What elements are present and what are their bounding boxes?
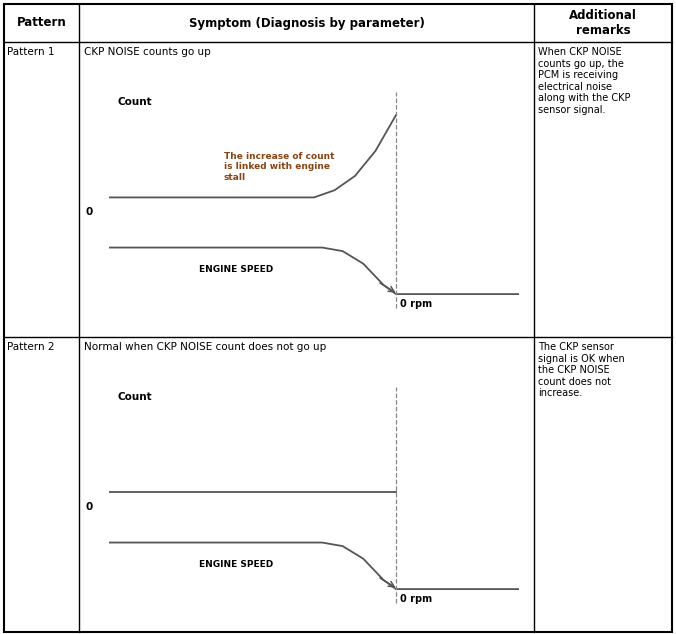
Text: Pattern 1: Pattern 1 [7, 47, 55, 57]
Text: Count: Count [117, 96, 152, 107]
Text: ENGINE SPEED: ENGINE SPEED [199, 266, 274, 275]
Text: Pattern: Pattern [17, 16, 66, 30]
Text: 0 rpm: 0 rpm [400, 595, 432, 604]
Text: Pattern 2: Pattern 2 [7, 342, 55, 352]
Text: Count: Count [117, 392, 152, 402]
Text: Normal when CKP NOISE count does not go up: Normal when CKP NOISE count does not go … [84, 342, 327, 352]
Text: When CKP NOISE
counts go up, the
PCM is receiving
electrical noise
along with th: When CKP NOISE counts go up, the PCM is … [538, 47, 631, 115]
Text: Symptom (Diagnosis by parameter): Symptom (Diagnosis by parameter) [189, 16, 425, 30]
Text: 0: 0 [85, 502, 93, 512]
Text: 0: 0 [85, 207, 93, 217]
Text: ENGINE SPEED: ENGINE SPEED [199, 560, 274, 569]
Text: The increase of count
is linked with engine
stall: The increase of count is linked with eng… [224, 152, 335, 182]
Text: CKP NOISE counts go up: CKP NOISE counts go up [84, 47, 211, 57]
Text: Additional
remarks: Additional remarks [569, 9, 637, 37]
Text: The CKP sensor
signal is OK when
the CKP NOISE
count does not
increase.: The CKP sensor signal is OK when the CKP… [538, 342, 625, 398]
Text: 0 rpm: 0 rpm [400, 299, 432, 309]
